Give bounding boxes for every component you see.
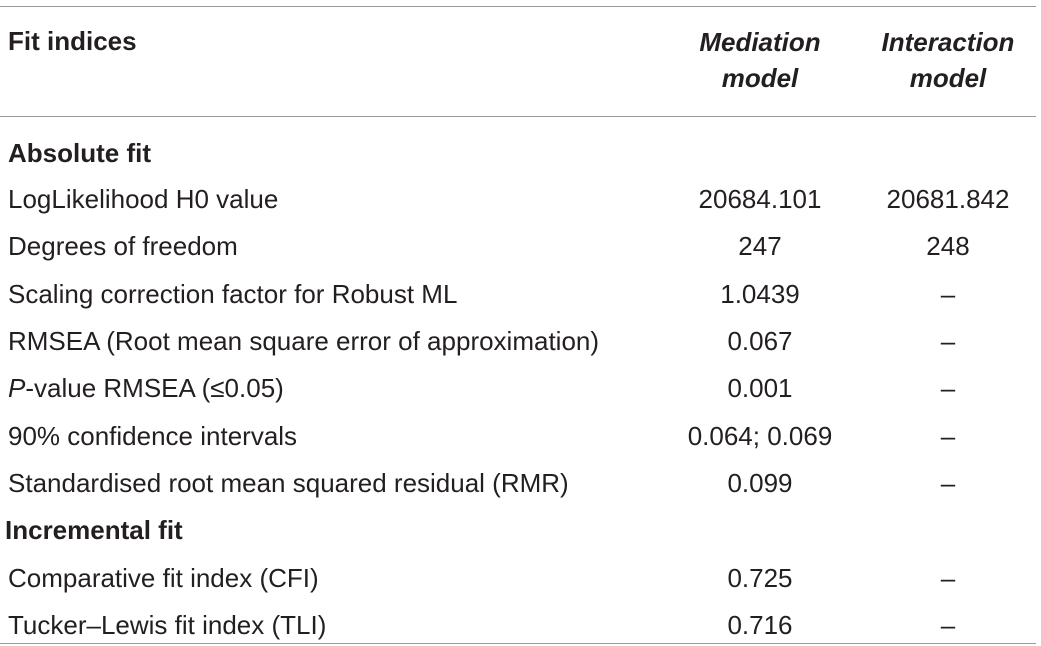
header-mediation-model: Mediation model: [676, 24, 844, 96]
row-mediation-value: 0.099: [727, 468, 793, 498]
row-interaction-value: –: [940, 563, 956, 593]
row-mediation-value: 20684.101: [698, 184, 822, 214]
header-fit-indices: Fit indices: [8, 26, 137, 56]
p-value-rest: -value RMSEA (≤0.05): [25, 373, 284, 403]
header-mediation-line1: Mediation: [699, 27, 821, 57]
header-interaction-line2: model: [909, 63, 987, 93]
row-label: LogLikelihood H0 value: [8, 184, 279, 214]
row-mediation-value: 0.064; 0.069: [687, 421, 833, 451]
row-label: Standardised root mean squared residual …: [8, 468, 569, 498]
row-interaction-value: –: [940, 373, 956, 403]
table-top-rule: [0, 6, 1036, 7]
row-interaction-value: –: [940, 610, 956, 640]
row-interaction-value: –: [940, 326, 956, 356]
row-label: P-value RMSEA (≤0.05): [8, 373, 284, 403]
p-italic: P: [8, 373, 26, 403]
row-label: Degrees of freedom: [8, 231, 238, 261]
row-label: Scaling correction factor for Robust ML: [8, 279, 458, 309]
row-interaction-value: 20681.842: [886, 184, 1010, 214]
row-interaction-value: 248: [926, 231, 970, 261]
row-interaction-value: –: [940, 468, 956, 498]
table-bottom-rule: [0, 643, 1036, 644]
row-interaction-value: –: [940, 421, 956, 451]
row-mediation-value: 247: [738, 231, 782, 261]
section-absolute-fit: Absolute fit: [8, 138, 151, 168]
header-bottom-rule: [0, 116, 1036, 117]
header-mediation-line2: model: [721, 63, 799, 93]
header-interaction-model: Interaction model: [866, 24, 1030, 96]
row-mediation-value: 0.725: [727, 563, 793, 593]
row-interaction-value: –: [940, 279, 956, 309]
row-mediation-value: 0.716: [727, 610, 793, 640]
section-incremental-fit: Incremental fit: [5, 515, 183, 545]
row-mediation-value: 0.067: [727, 326, 793, 356]
row-label: 90% confidence intervals: [8, 421, 298, 451]
row-label: Tucker–Lewis fit index (TLI): [8, 610, 327, 640]
row-mediation-value: 0.001: [727, 373, 793, 403]
header-interaction-line1: Interaction: [881, 27, 1015, 57]
row-mediation-value: 1.0439: [720, 279, 800, 309]
row-label: RMSEA (Root mean square error of approxi…: [8, 326, 600, 356]
row-label: Comparative fit index (CFI): [8, 563, 319, 593]
